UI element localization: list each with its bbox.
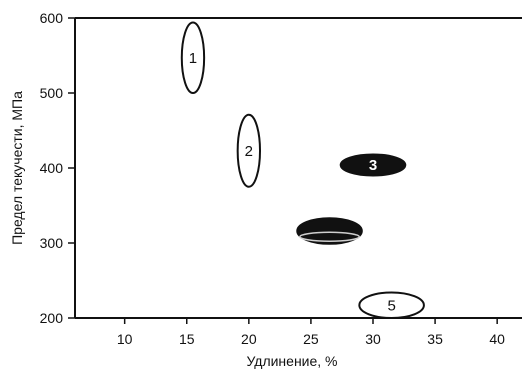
region-rim: [299, 231, 360, 242]
region-ellipse: [296, 217, 363, 245]
y-tick-label: 400: [40, 160, 64, 176]
data-regions: 1 2 3 5: [180, 21, 425, 319]
region-ellipse: [236, 113, 262, 188]
y-tick-label: 600: [40, 10, 64, 26]
x-tick-label: 40: [489, 331, 505, 347]
y-axis-title: Предел текучести, МПа: [9, 91, 25, 245]
x-tick-label: 35: [427, 331, 443, 347]
data-region-2: 2: [236, 113, 262, 188]
region-label: 1: [189, 50, 197, 67]
region-ellipse: [180, 21, 206, 94]
region-label: 3: [369, 157, 377, 174]
x-axis-title: Удлинение, %: [246, 353, 337, 369]
data-region-1: 1: [180, 21, 206, 94]
x-tick-label: 20: [241, 331, 257, 347]
region-label: 2: [245, 143, 253, 160]
region-label: 5: [387, 297, 395, 314]
data-region-3: 3: [339, 153, 407, 177]
region-ellipse: [358, 291, 425, 319]
x-tick-label: 10: [117, 331, 133, 347]
data-region-5: 5: [358, 291, 425, 319]
x-tick-label: 30: [365, 331, 381, 347]
x-tick-label: 15: [179, 331, 195, 347]
y-tick-label: 300: [40, 235, 64, 251]
y-tick-label: 200: [40, 310, 64, 326]
axes: [74, 17, 522, 319]
x-tick-label: 25: [303, 331, 319, 347]
data-region-unlabeled: [296, 217, 363, 245]
y-tick-label: 500: [40, 85, 64, 101]
region-ellipse: [339, 153, 407, 177]
